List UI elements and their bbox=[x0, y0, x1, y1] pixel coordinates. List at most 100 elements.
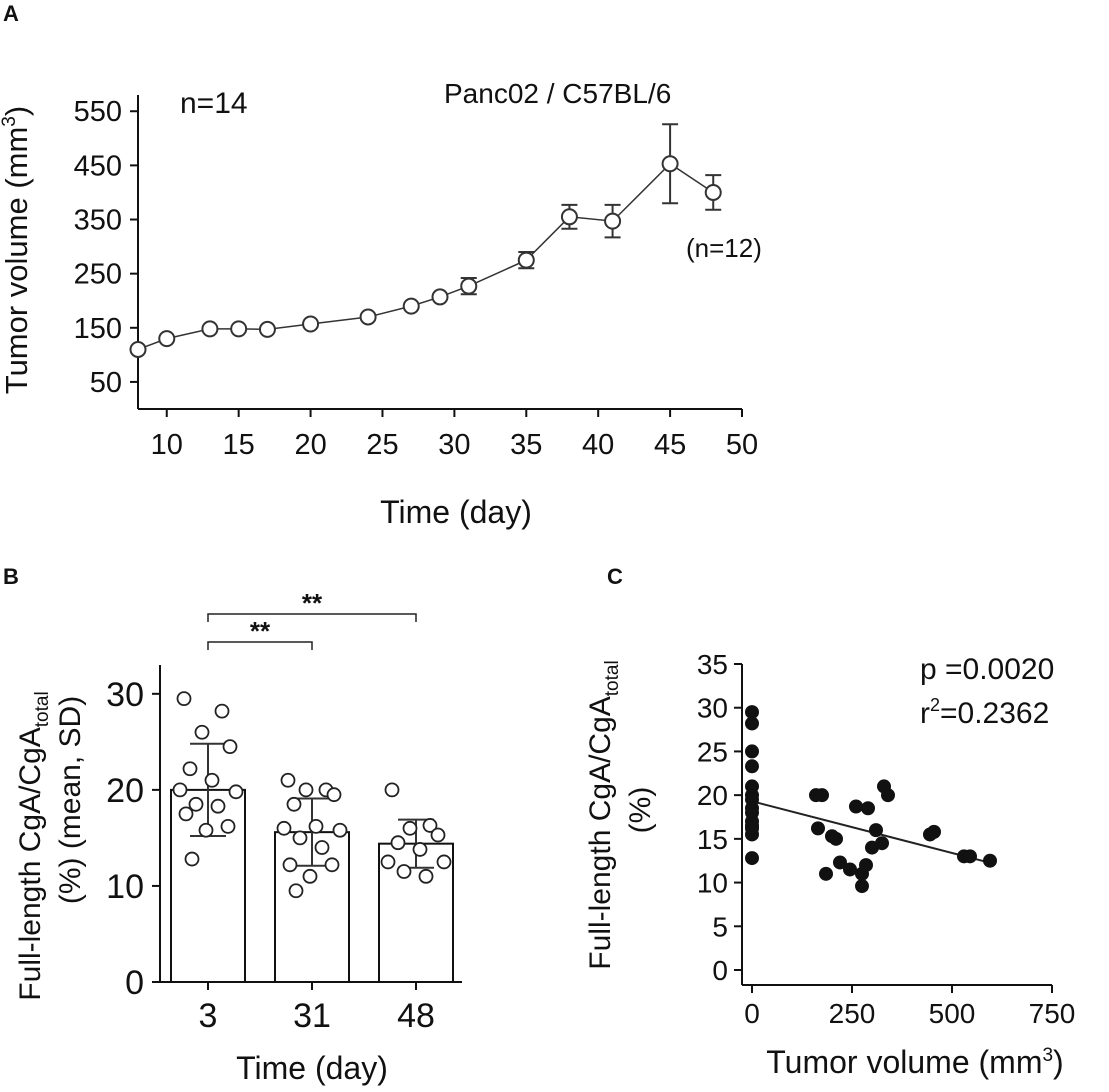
b-data-point bbox=[182, 761, 198, 777]
a-x-tick-label: 10 bbox=[151, 429, 183, 461]
c-data-point bbox=[927, 824, 941, 839]
a-data-point bbox=[158, 330, 176, 348]
b-data-point bbox=[422, 818, 438, 833]
a-data-point bbox=[258, 320, 276, 338]
c-data-point bbox=[869, 823, 883, 838]
c-x-tick-label: 500 bbox=[929, 998, 976, 1029]
b-y-axis-title-line1: Full-length CgA/CgAtotal bbox=[14, 691, 53, 1000]
c-data-point bbox=[881, 788, 895, 803]
a-data-point bbox=[460, 277, 478, 295]
c-data-point bbox=[745, 851, 759, 866]
a-data-point bbox=[302, 315, 320, 333]
a-x-tick-label: 45 bbox=[654, 429, 686, 461]
b-data-point bbox=[184, 851, 200, 867]
c-data-point bbox=[855, 879, 869, 894]
a-data-point bbox=[230, 320, 248, 338]
c-x-axis-title: Tumor volume (mm3) bbox=[766, 1044, 1063, 1080]
c-data-point bbox=[875, 836, 889, 851]
b-data-point bbox=[172, 782, 188, 798]
b-data-point bbox=[282, 857, 298, 873]
c-data-point bbox=[745, 827, 759, 842]
a-x-tick-label: 15 bbox=[223, 429, 255, 461]
a-title: Panc02 / C57BL/6 bbox=[444, 78, 671, 109]
c-data-point bbox=[983, 853, 997, 868]
c-stat-r2: r2=0.2362 bbox=[920, 695, 1049, 730]
b-data-point bbox=[308, 818, 324, 834]
b-data-point bbox=[380, 854, 396, 870]
a-x-tick-label: 35 bbox=[510, 429, 542, 461]
b-data-point bbox=[298, 782, 314, 798]
c-x-tick-label: 0 bbox=[744, 998, 760, 1029]
b-y-tick-label: 20 bbox=[106, 772, 144, 810]
c-data-point bbox=[819, 866, 833, 881]
c-x-tick-label: 250 bbox=[829, 998, 876, 1029]
b-data-point bbox=[210, 798, 226, 814]
b-data-point bbox=[228, 784, 244, 800]
c-data-point bbox=[815, 788, 829, 803]
c-x-tick-label: 750 bbox=[1029, 998, 1076, 1029]
b-y-tick-label: 0 bbox=[125, 964, 144, 1002]
a-y-tick-label: 50 bbox=[90, 367, 122, 399]
b-data-point bbox=[222, 739, 238, 755]
panel-c-chart: 0 5 10 15 20 25 30 35 0 250 500 750 p =0.0020 r2=0… bbox=[584, 649, 1075, 1080]
c-data-point bbox=[811, 821, 825, 836]
b-y-tick-label: 30 bbox=[106, 676, 144, 714]
c-data-point bbox=[833, 855, 847, 870]
c-data-point bbox=[745, 705, 759, 720]
c-data-point bbox=[849, 799, 863, 814]
b-data-point bbox=[402, 820, 418, 836]
b-data-point bbox=[324, 857, 340, 873]
panel-b-chart: 0 10 20 30 3 31 48 ** ** Time (day) Full-lengt… bbox=[14, 588, 462, 1086]
b-data-point bbox=[384, 782, 400, 798]
b-x-tick-label: 48 bbox=[397, 997, 435, 1035]
a-x-tick-label: 25 bbox=[366, 429, 398, 461]
c-y-tick-label: 5 bbox=[712, 911, 728, 942]
b-data-point bbox=[292, 830, 308, 846]
c-y-tick-label: 15 bbox=[697, 824, 728, 855]
b-data-point bbox=[198, 822, 214, 838]
panel-a-chart: 50 150 250 350 450 550 10 15 20 25 30 35 40 45 50 n=1… bbox=[0, 78, 762, 530]
c-y-tick-label: 10 bbox=[697, 868, 728, 899]
c-data-point bbox=[825, 829, 839, 844]
c-y-tick-label: 30 bbox=[697, 693, 728, 724]
b-data-point bbox=[194, 724, 210, 740]
b-data-point bbox=[288, 883, 304, 899]
c-data-point bbox=[745, 759, 759, 774]
a-data-point bbox=[359, 308, 377, 326]
c-data-point bbox=[859, 858, 873, 873]
a-x-tick-label: 40 bbox=[582, 429, 614, 461]
b-data-point bbox=[430, 827, 446, 843]
b-y-tick-label: 10 bbox=[106, 868, 144, 906]
b-data-point bbox=[280, 772, 296, 788]
b-significance-label: ** bbox=[302, 588, 323, 618]
a-y-tick-label: 350 bbox=[74, 205, 122, 237]
c-y-axis-title-line1: Full-length CgA/CgAtotal bbox=[584, 660, 623, 969]
a-data-point bbox=[517, 251, 535, 269]
b-data-point bbox=[204, 772, 220, 788]
a-y-tick-label: 450 bbox=[74, 150, 122, 182]
a-y-axis-title: Tumor volume (mm3) bbox=[0, 106, 34, 394]
a-data-point bbox=[560, 208, 578, 226]
a-data-point bbox=[402, 297, 420, 315]
a-data-point bbox=[604, 212, 622, 230]
c-data-point bbox=[843, 862, 857, 877]
b-data-point bbox=[214, 703, 230, 719]
b-data-point bbox=[332, 822, 348, 838]
b-data-point bbox=[418, 868, 434, 884]
b-data-point bbox=[314, 840, 330, 855]
b-x-tick-label: 3 bbox=[199, 997, 218, 1035]
b-x-axis-title: Time (day) bbox=[236, 1050, 388, 1086]
a-x-tick-label: 20 bbox=[294, 429, 326, 461]
a-data-point bbox=[129, 340, 147, 358]
panel-letter-c: C bbox=[607, 564, 623, 589]
b-data-point bbox=[326, 787, 342, 803]
b-significance-label: ** bbox=[250, 616, 271, 646]
b-significance-bracket bbox=[207, 613, 417, 622]
a-y-tick-label: 250 bbox=[74, 259, 122, 291]
b-data-point bbox=[286, 796, 302, 812]
b-data-point bbox=[390, 835, 406, 851]
a-series-line bbox=[137, 162, 714, 351]
a-x-axis-title: Time (day) bbox=[380, 494, 532, 530]
c-y-tick-label: 20 bbox=[697, 780, 728, 811]
